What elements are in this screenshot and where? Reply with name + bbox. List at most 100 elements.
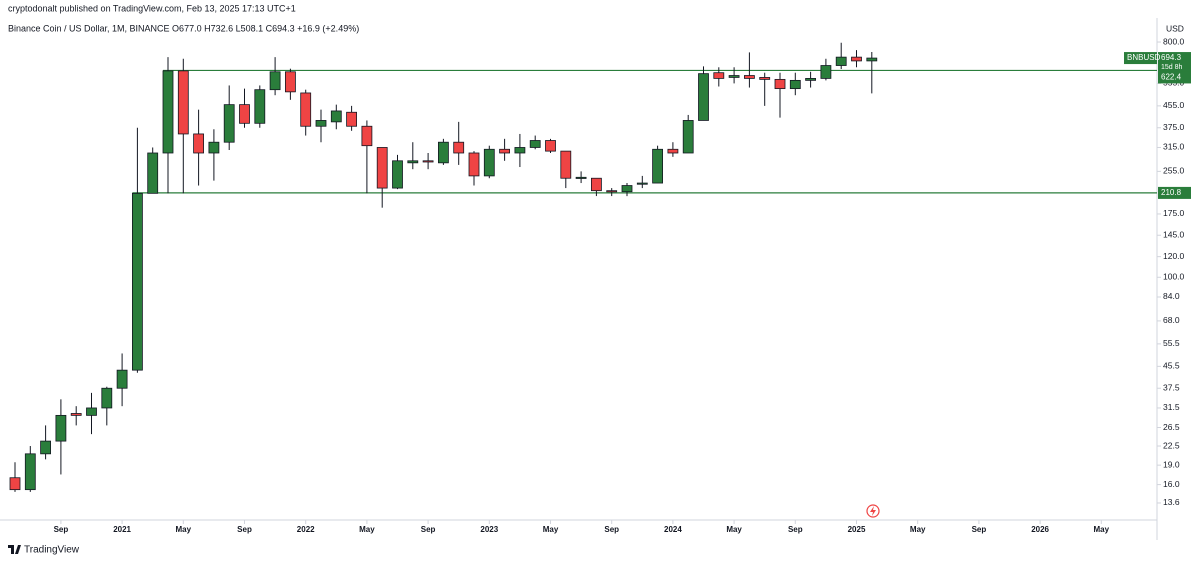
- candle-body: [499, 148, 511, 154]
- candle-body: [24, 453, 36, 491]
- candle-body: [652, 148, 663, 184]
- candle-body: [239, 104, 250, 124]
- x-tick-label: Sep: [237, 525, 252, 534]
- brand-logo: [8, 545, 21, 554]
- y-tick-label: 175.0: [1163, 208, 1185, 218]
- y-axis-label: USD: [1166, 23, 1184, 33]
- candle-body: [300, 92, 312, 127]
- candle-body: [392, 160, 403, 189]
- x-tick-label: Sep: [604, 525, 619, 534]
- x-tick-label: 2025: [848, 525, 866, 534]
- candle-body: [437, 141, 449, 164]
- candle-body: [193, 133, 205, 154]
- candle-body: [759, 77, 771, 80]
- countdown-tag: 15d 8h: [1161, 64, 1183, 71]
- x-tick-label: May: [910, 525, 926, 534]
- candle-body: [545, 140, 556, 152]
- symbol-line: Binance Coin / US Dollar, 1M, BINANCE O6…: [8, 23, 359, 33]
- y-tick-label: 55.5: [1163, 338, 1180, 348]
- candle-body: [162, 70, 174, 154]
- candle-body: [101, 387, 113, 409]
- candle-body: [698, 73, 709, 121]
- candle-body: [315, 120, 327, 127]
- y-tick-label: 84.0: [1163, 291, 1180, 301]
- y-tick-label: 315.0: [1163, 142, 1185, 152]
- candle-body: [805, 78, 816, 81]
- candle-body: [667, 148, 679, 154]
- x-tick-label: May: [176, 525, 192, 534]
- x-tick-label: Sep: [54, 525, 69, 534]
- candle-body: [177, 70, 189, 135]
- y-tick-label: 37.5: [1163, 382, 1180, 392]
- candle-body: [621, 185, 633, 193]
- candle-body: [575, 176, 587, 179]
- candle-body: [866, 57, 878, 62]
- y-tick-label: 120.0: [1163, 251, 1185, 261]
- price-tag-box: [1158, 52, 1191, 73]
- candle-body: [422, 160, 434, 163]
- y-tick-label: 68.0: [1163, 315, 1180, 325]
- x-tick-label: Sep: [421, 525, 436, 534]
- x-tick-label: 2023: [480, 525, 498, 534]
- candle-body: [330, 110, 342, 123]
- candle-body: [223, 104, 235, 143]
- candle-body: [254, 89, 266, 124]
- price-tag-box: [1124, 52, 1157, 65]
- candle-body: [774, 78, 786, 90]
- y-tick-label: 100.0: [1163, 272, 1185, 282]
- candle-body: [835, 56, 847, 66]
- candle-body: [70, 413, 82, 416]
- x-tick-label: 2024: [664, 525, 682, 534]
- candle-body: [728, 75, 740, 78]
- y-tick-label: 800.0: [1163, 36, 1185, 46]
- level-tag: 622.4: [1161, 73, 1182, 82]
- candle-body: [744, 75, 755, 79]
- y-tick-label: 19.0: [1163, 459, 1180, 469]
- candle-body: [529, 140, 541, 148]
- x-tick-label: May: [543, 525, 559, 534]
- candle-body: [86, 407, 97, 416]
- x-tick-label: 2026: [1031, 525, 1049, 534]
- publisher-line: cryptodonalt published on TradingView.co…: [8, 3, 296, 13]
- x-tick-label: May: [359, 525, 375, 534]
- y-tick-label: 16.0: [1163, 479, 1180, 489]
- y-tick-label: 13.6: [1163, 497, 1180, 507]
- candle-body: [851, 56, 862, 62]
- candle-body: [591, 177, 602, 192]
- x-tick-label: May: [726, 525, 742, 534]
- candle-body: [514, 147, 526, 154]
- brand: TradingView: [24, 545, 80, 556]
- candle-body: [361, 125, 373, 147]
- y-tick-label: 145.0: [1163, 229, 1185, 239]
- symbol-tag: BNBUSD: [1127, 53, 1161, 62]
- last-price-tag: 694.3: [1161, 53, 1182, 62]
- candle-body: [346, 111, 358, 127]
- x-tick-label: May: [1094, 525, 1110, 534]
- candle-body: [116, 369, 128, 389]
- candle-body: [208, 141, 220, 154]
- y-tick-label: 455.0: [1163, 100, 1185, 110]
- x-tick-label: Sep: [972, 525, 987, 534]
- candle-body: [407, 160, 419, 164]
- candle-body: [284, 71, 296, 93]
- candle-body: [453, 141, 465, 154]
- candle-body: [713, 72, 725, 79]
- lightning-icon: [866, 504, 880, 518]
- candle-body: [636, 182, 648, 185]
- y-tick-label: 255.0: [1163, 166, 1185, 176]
- y-tick-label: 45.5: [1163, 361, 1180, 371]
- candle-body: [468, 152, 480, 177]
- level-tag-box: [1158, 186, 1191, 199]
- x-tick-label: 2022: [297, 525, 315, 534]
- candle-body: [269, 71, 281, 91]
- candle-body: [820, 65, 832, 79]
- x-tick-label: Sep: [788, 525, 803, 534]
- candle-body: [147, 152, 159, 194]
- candle-body: [560, 150, 572, 179]
- candle-body: [789, 79, 801, 90]
- candle-body: [682, 120, 694, 154]
- y-tick-label: 22.5: [1163, 440, 1180, 450]
- candle-body: [376, 147, 388, 189]
- level-tag: 210.8: [1161, 188, 1182, 197]
